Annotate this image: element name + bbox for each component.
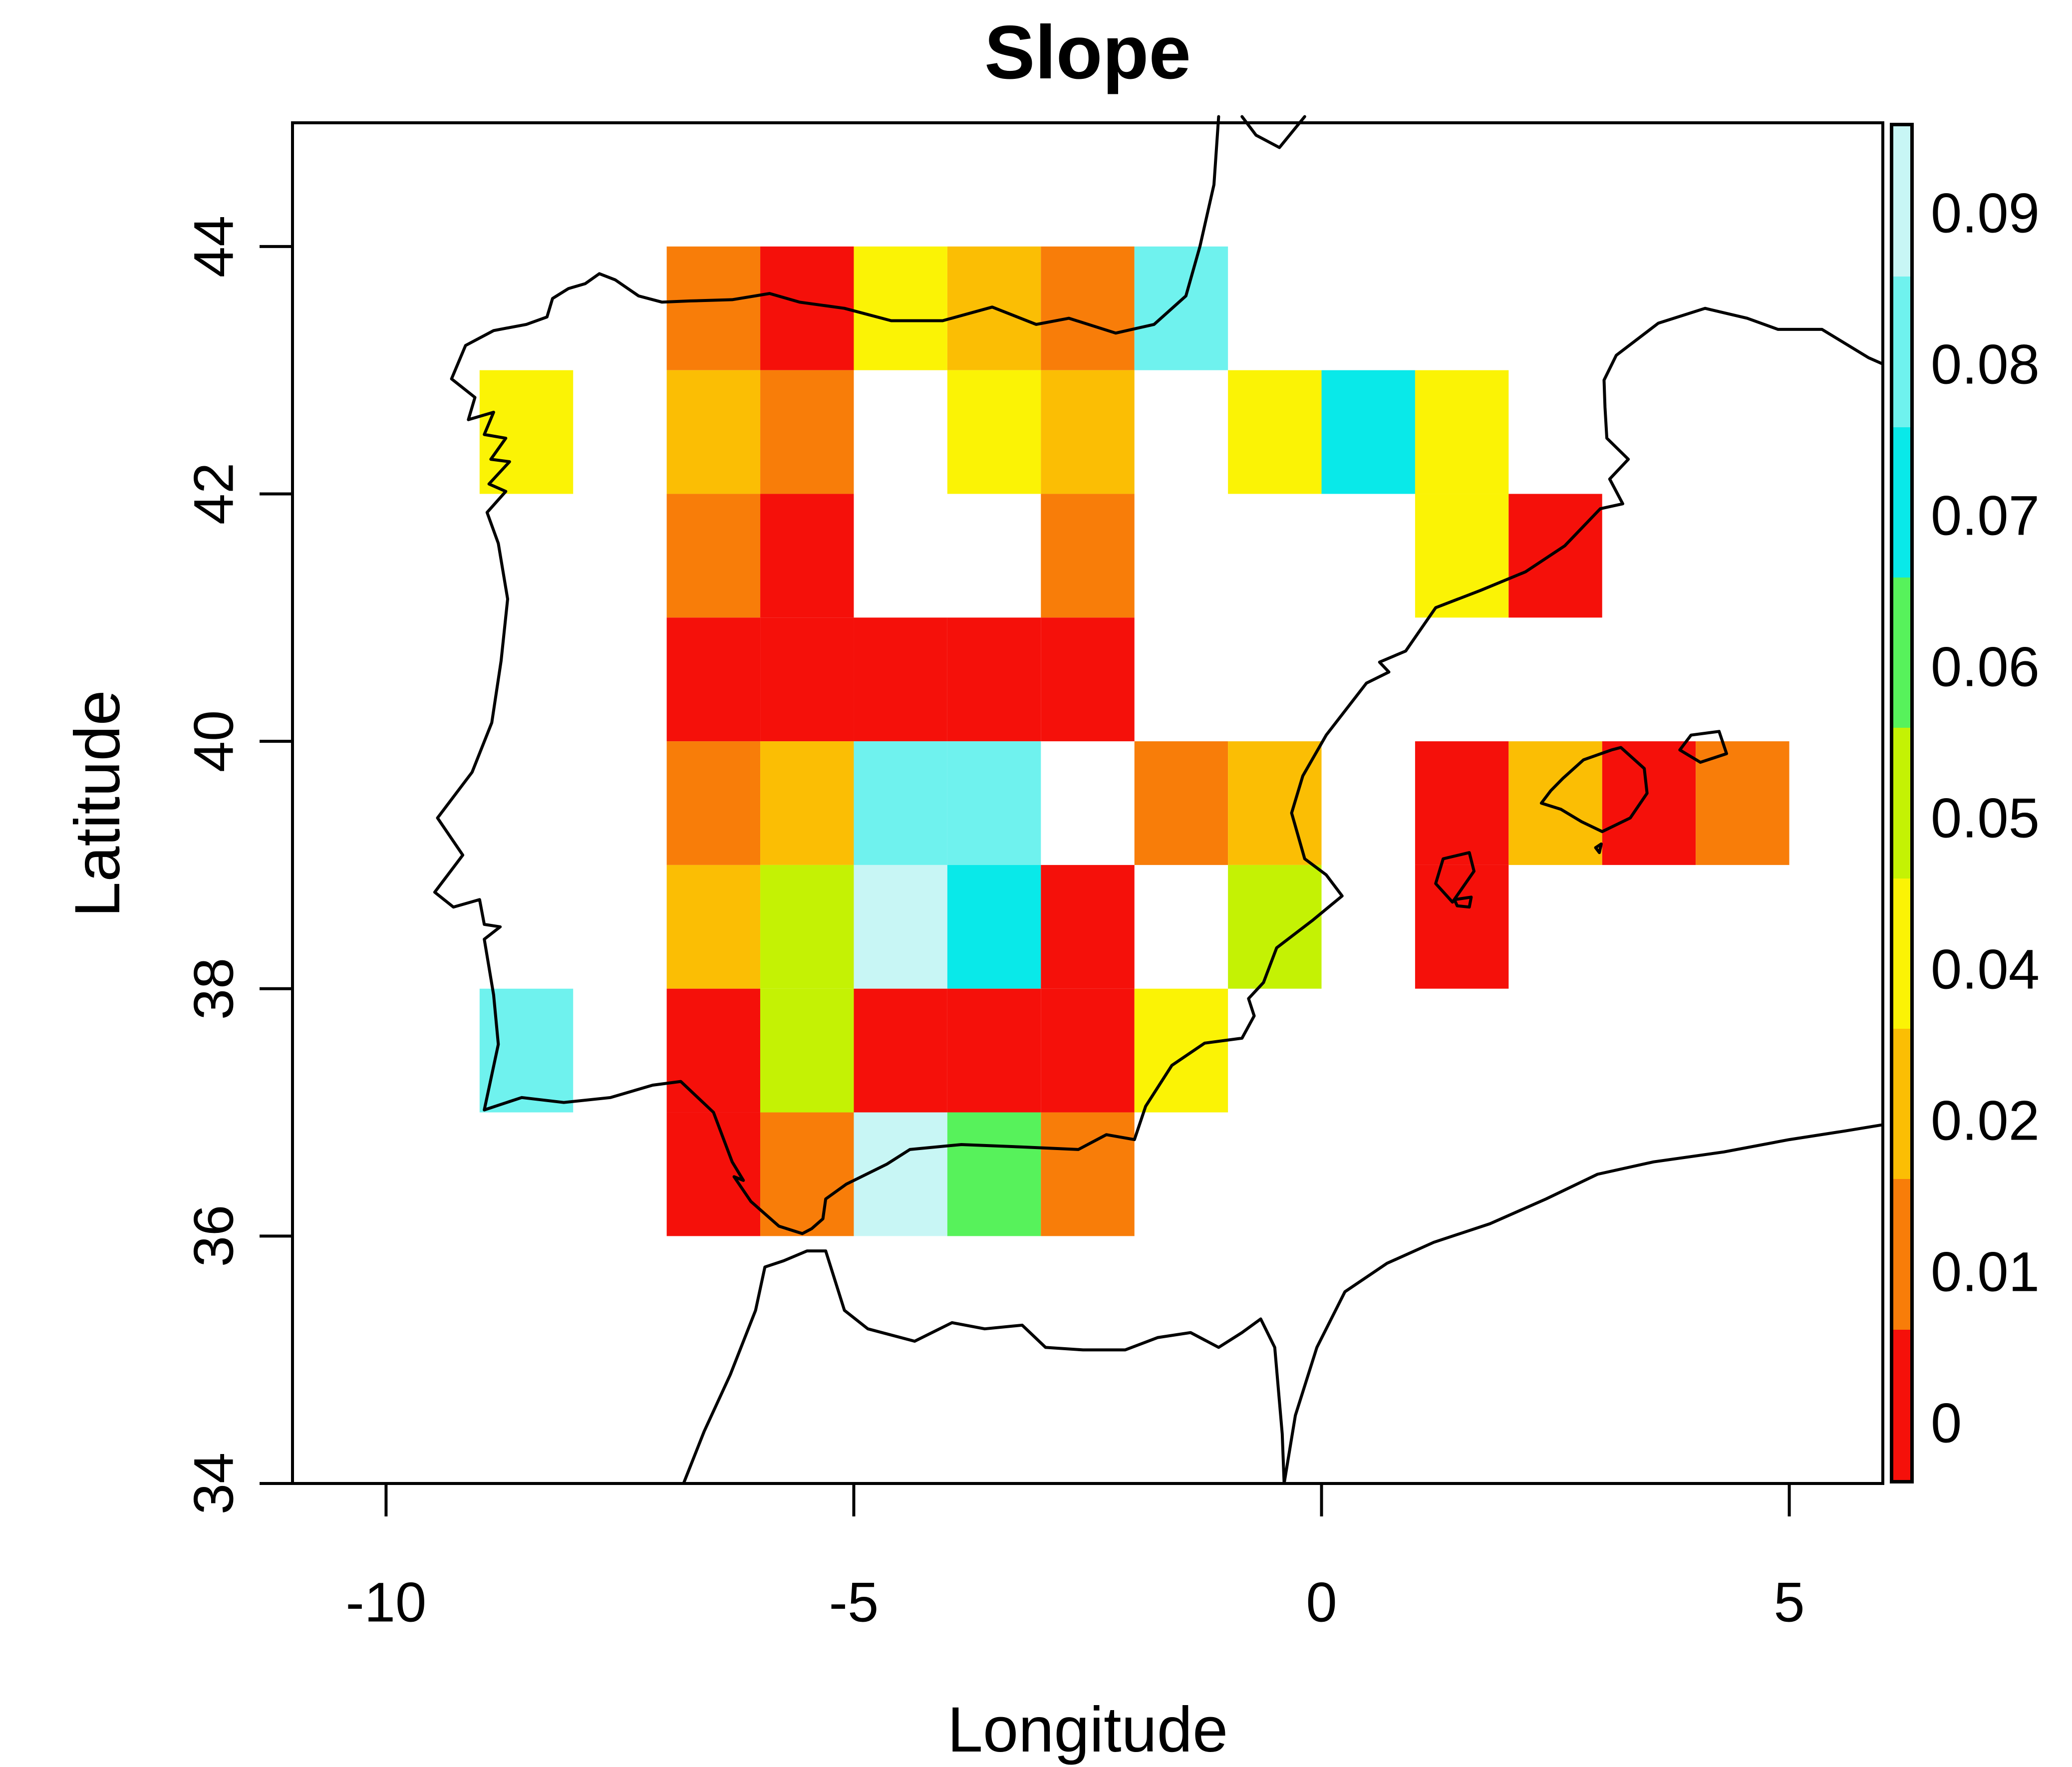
coastline-cabrera bbox=[1594, 842, 1603, 855]
colorbar-segment-cyan bbox=[1893, 427, 1910, 578]
grid-cell bbox=[947, 370, 1041, 494]
grid-cell bbox=[760, 494, 854, 618]
grid-cell bbox=[1041, 1112, 1135, 1236]
coastline-gironde_estuary bbox=[1240, 115, 1306, 149]
colorbar-label: 0.06 bbox=[1931, 635, 2040, 698]
colorbar-segment-amber bbox=[1893, 1028, 1910, 1179]
y-tick-label: 38 bbox=[182, 957, 245, 1020]
grid-cell bbox=[1134, 741, 1228, 865]
grid-cell bbox=[1228, 741, 1322, 865]
grid-cell bbox=[947, 1112, 1041, 1236]
colorbar-segment-orange bbox=[1893, 1179, 1910, 1330]
colorbar-label: 0.02 bbox=[1931, 1089, 2040, 1152]
x-tick-label: 0 bbox=[1306, 1571, 1337, 1634]
plot-border bbox=[291, 121, 1884, 1485]
grid-cell bbox=[947, 988, 1041, 1113]
grid-cell bbox=[854, 246, 947, 370]
colorbar-label: 0.09 bbox=[1931, 182, 2040, 245]
grid-cell bbox=[1228, 865, 1322, 989]
grid-cell bbox=[1041, 617, 1135, 742]
grid-cell bbox=[760, 370, 854, 494]
colorbar-segment-yellow bbox=[1893, 878, 1910, 1029]
grid-cell bbox=[1041, 246, 1135, 370]
grid-cell bbox=[479, 370, 574, 494]
grid-cell bbox=[1508, 494, 1602, 618]
grid-cell bbox=[666, 741, 761, 865]
colorbar-label: 0.08 bbox=[1931, 333, 2040, 396]
colorbar-label: 0.01 bbox=[1931, 1240, 2040, 1303]
x-tick-label: -10 bbox=[345, 1571, 427, 1634]
grid-cell bbox=[666, 1112, 761, 1236]
grid-cell bbox=[1134, 988, 1228, 1113]
colorbar-segment-chartreuse bbox=[1893, 728, 1910, 879]
page-title: Slope bbox=[984, 10, 1191, 95]
grid-cell bbox=[854, 617, 947, 742]
grid-cell bbox=[854, 988, 947, 1113]
grid-cell bbox=[666, 494, 761, 618]
colorbar-segment-palecyan bbox=[1893, 126, 1910, 277]
grid-cell bbox=[666, 865, 761, 989]
x-axis-label: Longitude bbox=[947, 1694, 1228, 1766]
colorbar-segment-green bbox=[1893, 577, 1910, 728]
grid-cell bbox=[1041, 988, 1135, 1113]
grid-cell bbox=[1602, 741, 1696, 865]
y-tick-label: 44 bbox=[182, 215, 245, 278]
grid-cell bbox=[1696, 741, 1789, 865]
grid-cell bbox=[1508, 741, 1602, 865]
grid-cell bbox=[760, 988, 854, 1113]
grid-cell bbox=[1415, 741, 1509, 865]
grid-cell bbox=[1134, 246, 1228, 370]
grid-cell bbox=[947, 865, 1041, 989]
grid-cell bbox=[947, 617, 1041, 742]
grid-cell bbox=[1415, 370, 1509, 494]
grid-cell bbox=[854, 741, 947, 865]
grid-cell bbox=[1041, 494, 1135, 618]
colorbar-segment-lightcyan bbox=[1893, 277, 1910, 427]
grid-cell bbox=[666, 246, 761, 370]
grid-cell bbox=[854, 865, 947, 989]
y-tick-label: 36 bbox=[182, 1205, 245, 1267]
y-tick-label: 34 bbox=[182, 1452, 245, 1515]
grid-cell bbox=[1041, 370, 1135, 494]
grid-cell bbox=[760, 1112, 854, 1236]
coastline-formentera bbox=[1453, 895, 1473, 909]
colorbar bbox=[1890, 123, 1914, 1483]
grid-cell bbox=[947, 741, 1041, 865]
y-tick-label: 40 bbox=[182, 710, 245, 773]
coastline-europe bbox=[433, 115, 1884, 1235]
x-tick-label: 5 bbox=[1774, 1571, 1805, 1634]
colorbar-label: 0 bbox=[1931, 1392, 1962, 1455]
colorbar-label: 0.04 bbox=[1931, 938, 2040, 1001]
coastline-africa bbox=[682, 1123, 1884, 1485]
colorbar-segment-red bbox=[1893, 1329, 1910, 1480]
grid-cell bbox=[666, 988, 761, 1113]
grid-cell bbox=[1415, 865, 1509, 989]
coastline-menorca bbox=[1678, 730, 1728, 764]
grid-cell bbox=[760, 741, 854, 865]
y-tick-label: 42 bbox=[182, 463, 245, 525]
grid-cell bbox=[760, 617, 854, 742]
coastline-ibiza bbox=[1434, 851, 1476, 904]
grid-cell bbox=[666, 370, 761, 494]
grid-cell bbox=[760, 865, 854, 989]
grid-cell bbox=[666, 617, 761, 742]
colorbar-label: 0.05 bbox=[1931, 787, 2040, 850]
x-tick-label: -5 bbox=[829, 1571, 879, 1634]
colorbar-label: 0.07 bbox=[1931, 484, 2040, 547]
grid-cell bbox=[1041, 865, 1135, 989]
grid-cell bbox=[1321, 370, 1415, 494]
coastline-mallorca bbox=[1539, 746, 1649, 833]
grid-cell bbox=[1228, 370, 1322, 494]
